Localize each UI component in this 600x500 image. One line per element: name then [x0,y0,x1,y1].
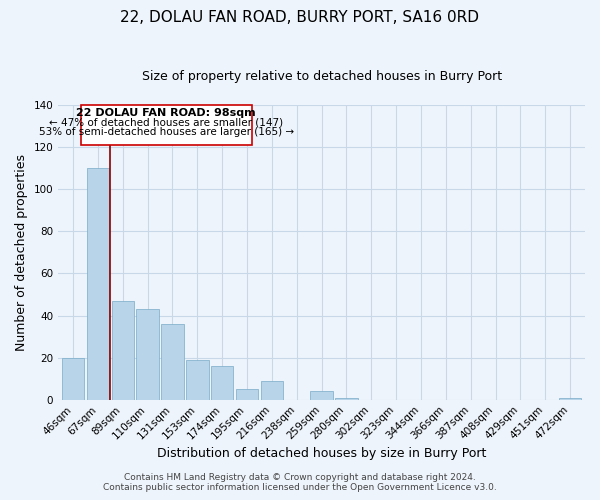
Text: 53% of semi-detached houses are larger (165) →: 53% of semi-detached houses are larger (… [39,127,294,137]
Bar [136,309,159,400]
Text: Contains HM Land Registry data © Crown copyright and database right 2024.
Contai: Contains HM Land Registry data © Crown c… [103,473,497,492]
Bar [211,366,233,400]
Bar [186,360,209,400]
Bar [87,168,109,400]
Bar [236,389,258,400]
Y-axis label: Number of detached properties: Number of detached properties [15,154,28,351]
Bar [62,358,84,400]
Text: 22, DOLAU FAN ROAD, BURRY PORT, SA16 0RD: 22, DOLAU FAN ROAD, BURRY PORT, SA16 0RD [121,10,479,25]
Text: 22 DOLAU FAN ROAD: 98sqm: 22 DOLAU FAN ROAD: 98sqm [76,108,256,118]
Bar [335,398,358,400]
Text: ← 47% of detached houses are smaller (147): ← 47% of detached houses are smaller (14… [49,118,283,128]
Bar [161,324,184,400]
Bar [559,398,581,400]
Bar [310,392,333,400]
Title: Size of property relative to detached houses in Burry Port: Size of property relative to detached ho… [142,70,502,83]
Bar [112,301,134,400]
Bar [260,381,283,400]
X-axis label: Distribution of detached houses by size in Burry Port: Distribution of detached houses by size … [157,447,486,460]
FancyBboxPatch shape [80,105,252,145]
